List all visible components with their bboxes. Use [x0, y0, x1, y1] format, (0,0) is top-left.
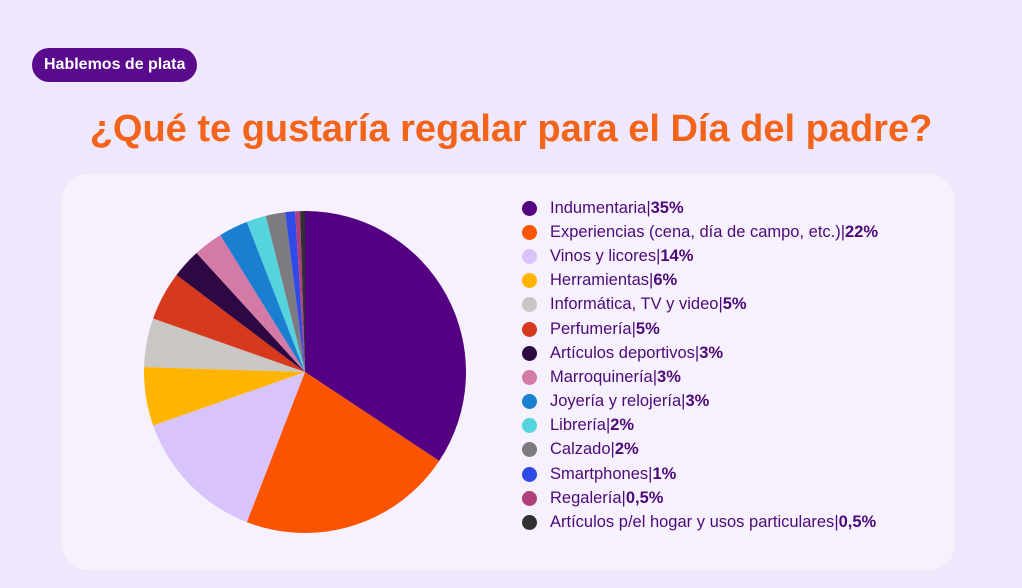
legend-separator: |	[631, 319, 636, 338]
legend-swatch	[522, 490, 537, 506]
legend-swatch	[522, 442, 537, 458]
legend-swatch	[522, 369, 537, 385]
legend-separator: |	[694, 343, 700, 362]
legend-item: Marroquinería | 3%	[522, 365, 878, 389]
legend-item: Vinos y licores | 14%	[522, 244, 878, 268]
pie-slice-3	[144, 367, 305, 426]
legend-label: Joyería y relojería	[550, 392, 682, 411]
legend-value: 2%	[610, 416, 635, 435]
pie-slice-10	[265, 212, 305, 372]
legend-value: 3%	[685, 392, 710, 411]
legend-swatch	[522, 224, 537, 240]
legend-separator: |	[610, 440, 615, 459]
legend-item: Librería | 2%	[522, 414, 878, 438]
pie-slice-6	[176, 253, 305, 372]
legend-item: Experiencias (cena, día de campo, etc.) …	[522, 220, 878, 244]
legend-swatch	[522, 200, 537, 216]
pie-slice-12	[295, 211, 305, 372]
legend-label: Artículos p/el hogar y usos particulares	[550, 513, 835, 532]
legend-swatch	[522, 394, 537, 410]
legend-label: Smartphones	[550, 464, 649, 483]
pie-slice-8	[220, 221, 305, 372]
pie-slice-2	[153, 372, 305, 523]
pie-slice-5	[153, 274, 305, 372]
legend-separator: |	[646, 198, 651, 217]
legend-swatch	[522, 297, 537, 313]
legend-value: 5%	[635, 319, 660, 338]
category-badge: Hablemos de plata	[32, 48, 198, 82]
legend-swatch	[522, 345, 537, 361]
legend-item: Regalería | 0,5%	[522, 486, 878, 510]
pie-slice-13	[300, 211, 305, 372]
legend-swatch	[522, 248, 537, 264]
legend-value: 22%	[845, 222, 879, 241]
legend-separator: |	[681, 392, 686, 411]
chart-card: Indumentaria | 35% Experiencias (cena, dí…	[62, 174, 955, 570]
legend-value: 6%	[653, 271, 678, 290]
legend-label: Experiencias (cena, día de campo, etc.)	[550, 222, 841, 241]
legend-separator: |	[834, 513, 839, 532]
legend-item: Joyería y relojería | 3%	[522, 390, 878, 414]
legend-separator: |	[621, 488, 626, 507]
legend-item: Herramientas | 6%	[522, 269, 878, 293]
legend-separator: |	[648, 464, 653, 483]
legend-swatch	[522, 273, 537, 289]
legend-label: Indumentaria	[550, 198, 647, 217]
pie-slice-4	[144, 318, 305, 372]
legend-separator: |	[649, 271, 654, 290]
legend-label: Librería	[550, 416, 606, 435]
legend-item: Artículos p/el hogar y usos particulares…	[522, 510, 878, 534]
legend-value: 2%	[614, 440, 639, 459]
legend-label: Artículos deportivos	[550, 343, 695, 362]
legend-label: Calzado	[550, 440, 611, 459]
legend-label: Vinos y licores	[550, 246, 657, 265]
legend-value: 0,5%	[838, 513, 877, 532]
legend-separator: |	[656, 246, 661, 265]
legend-swatch	[522, 515, 537, 531]
legend-item: Artículos deportivos | 3%	[522, 341, 878, 365]
legend-value: 35%	[650, 198, 684, 217]
legend-separator: |	[718, 295, 723, 314]
pie-slice-1	[246, 372, 440, 533]
legend-label: Perfumería	[550, 319, 632, 338]
pie-slice-11	[285, 211, 305, 372]
legend-label: Herramientas	[550, 271, 650, 290]
legend-item: Informática, TV y video | 5%	[522, 293, 878, 317]
legend-swatch	[522, 321, 537, 337]
pie-slice-7	[196, 235, 305, 372]
legend-value: 1%	[652, 464, 677, 483]
legend-label: Marroquinería	[550, 367, 653, 386]
legend-value: 3%	[699, 343, 724, 362]
legend-value: 3%	[657, 367, 681, 386]
legend-separator: |	[840, 222, 846, 241]
pie-chart	[144, 211, 466, 533]
legend-item: Calzado | 2%	[522, 438, 878, 462]
legend-label: Regalería	[550, 488, 622, 507]
chart-legend: Indumentaria | 35% Experiencias (cena, dí…	[522, 196, 878, 535]
legend-label: Informática, TV y video	[550, 295, 719, 314]
chart-title: ¿Qué te gustaría regalar para el Día del…	[89, 108, 933, 150]
legend-value: 5%	[722, 295, 747, 314]
legend-value: 0,5%	[625, 488, 664, 507]
legend-value: 14%	[660, 246, 694, 265]
legend-item: Perfumería | 5%	[522, 317, 878, 341]
pie-slice-0	[305, 211, 466, 461]
legend-separator: |	[605, 416, 611, 435]
legend-swatch	[522, 418, 537, 434]
pie-slice-9	[246, 215, 305, 372]
legend-separator: |	[652, 367, 658, 386]
legend-item: Smartphones | 1%	[522, 462, 878, 486]
legend-swatch	[522, 466, 537, 482]
legend-item: Indumentaria | 35%	[522, 196, 878, 220]
